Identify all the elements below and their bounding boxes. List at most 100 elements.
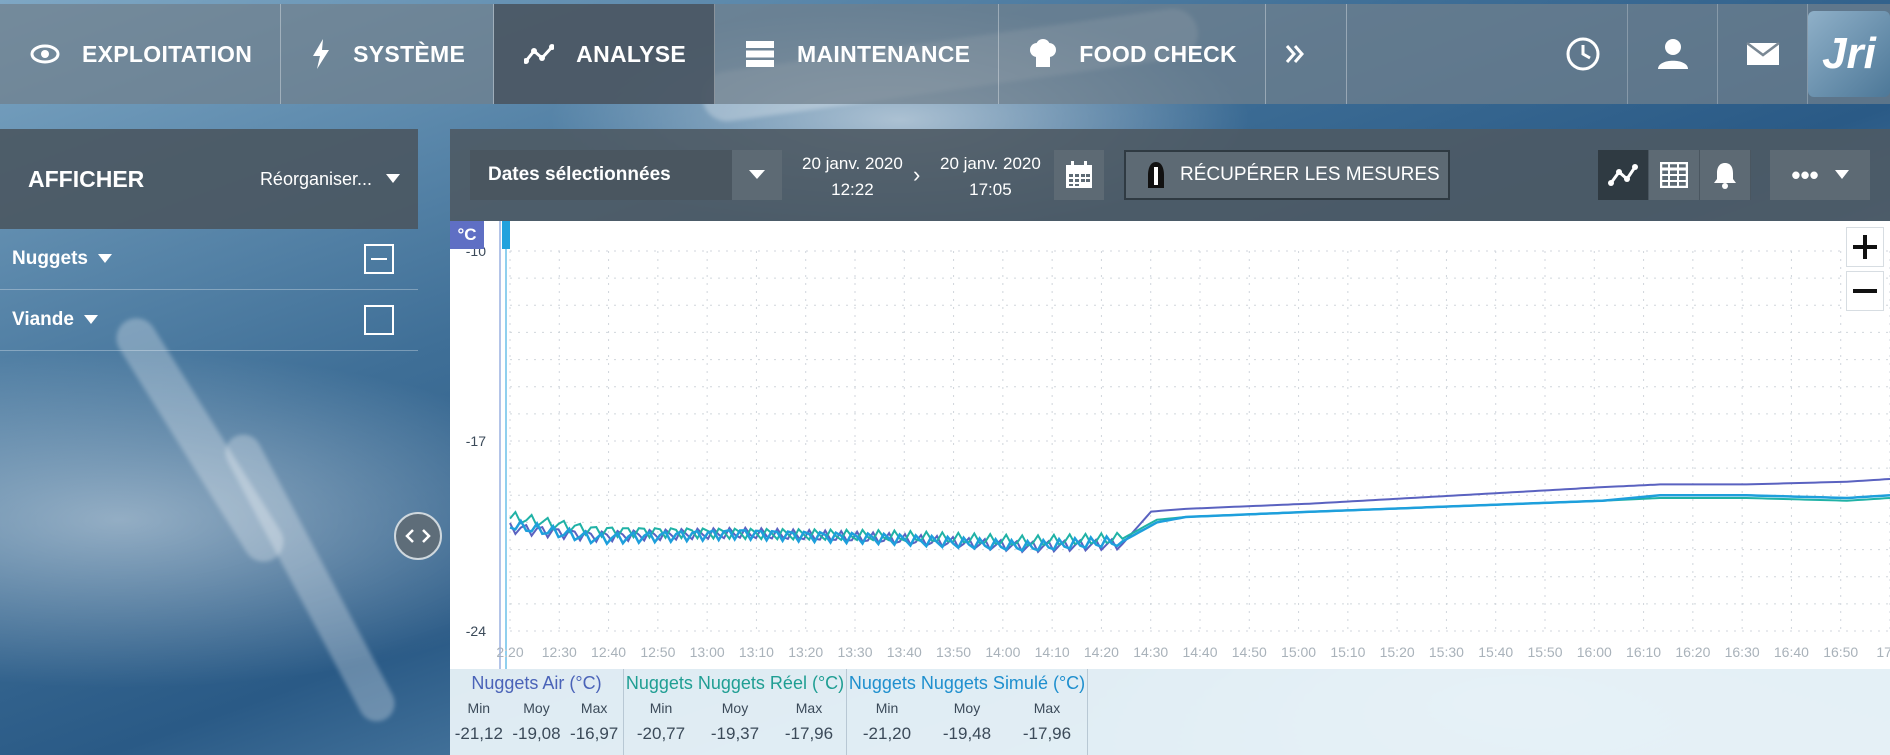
start-date[interactable]: 20 janv. 2020 12:22 [802,151,903,203]
max-value: -17,96 [784,724,834,743]
chart-canvas[interactable]: -10-17-242:20 12:30 12:40 12:50 13:00 13:10 13… [450,221,1890,669]
lightning-icon [313,39,330,69]
min-label: Min [875,700,899,716]
x-tick-label: 13:00 [690,644,725,660]
minus-icon [1853,289,1877,293]
sidebar-item-label: Nuggets [12,248,88,269]
x-tick-label: 14:20 [1084,644,1119,660]
sidebar-item-viande[interactable]: Viande [0,290,418,351]
analysis-toolbar: Dates sélectionnées 20 janv. 2020 12:22 … [450,129,1890,221]
x-tick-label: 14:50 [1232,644,1267,660]
reorganize-label: Réorganiser... [259,168,372,189]
line-chart-icon [524,44,555,64]
x-tick-label: 14:10 [1035,644,1070,660]
x-tick-label: 15:50 [1527,644,1562,660]
min-value: -21,12 [454,724,503,743]
x-tick-label: 12:30 [542,644,577,660]
date-range-caret[interactable] [732,150,782,200]
min-value: -21,20 [862,724,912,743]
x-tick-label: 15:10 [1330,644,1365,660]
stats-nuggets-reel[interactable]: Nuggets Nuggets Réel (°C) Min -20,77 Moy -… [624,669,847,755]
x-tick-label: 12:40 [591,644,626,660]
caret-down-icon [386,174,400,183]
more-options-button[interactable]: ••• [1770,150,1870,200]
tab-maintenance[interactable]: MAINTENANCE [715,4,1000,104]
y-axis-strip [450,221,494,669]
server-icon [746,41,775,67]
x-tick-label: 16:20 [1675,644,1710,660]
tab-label: SYSTÈME [353,40,466,67]
company-logo: Jri [1808,11,1890,97]
x-tick-label: 16:40 [1774,644,1809,660]
stats-title: Nuggets Nuggets Réel (°C) [625,673,845,693]
alarms-view-button[interactable] [1700,150,1751,200]
x-tick-label: 13:40 [887,644,922,660]
table-icon [1660,162,1688,188]
zoom-out-button[interactable] [1846,271,1884,311]
sidebar-item-label: Viande [12,309,74,330]
tab-food-check[interactable]: FOOD CHECK [999,4,1266,104]
stats-nuggets-air[interactable]: Nuggets Air (°C) Min -21,12 Moy -19,08 Max… [450,669,624,755]
series-line [509,494,1890,553]
min-label: Min [467,700,491,716]
max-label: Max [580,700,608,716]
unit-label: °C [450,221,484,249]
table-view-button[interactable] [1649,150,1700,200]
date-range-value: Dates sélectionnées [488,164,671,185]
avg-label: Moy [523,700,550,716]
max-value: -17,96 [1022,724,1072,743]
double-chevron-right-icon [1285,45,1304,63]
tab-analyse[interactable]: ANALYSE [494,4,716,104]
date-range-select[interactable]: Dates sélectionnées [470,150,782,200]
avg-label: Moy [953,700,981,716]
zoom-in-button[interactable] [1846,227,1884,267]
avg-value: -19,48 [942,724,992,743]
calendar-button[interactable] [1054,150,1104,200]
sidebar: AFFICHER Réorganiser... Nuggets Viande [0,129,418,755]
fetch-measures-button[interactable]: RÉCUPÉRER LES MESURES [1124,150,1450,200]
x-tick-label: 14:30 [1133,644,1168,660]
chart-view-button[interactable] [1598,150,1649,200]
history-button[interactable] [1538,4,1628,104]
series-statistics: Nuggets Air (°C) Min -21,12 Moy -19,08 Max… [450,669,1890,755]
series-line [509,478,1890,554]
sidebar-item-nuggets[interactable]: Nuggets [0,229,418,290]
user-button[interactable] [1628,4,1718,104]
min-value: -20,77 [636,724,686,743]
collapse-sidebar-button[interactable] [394,512,442,560]
tab-exploitation[interactable]: EXPLOITATION [0,4,282,104]
end-date[interactable]: 20 janv. 2020 17:05 [940,151,1041,203]
x-tick-label: 15:30 [1429,644,1464,660]
caret-down-icon[interactable] [98,254,112,264]
plus-icon [1853,235,1877,259]
bell-icon [1714,163,1736,189]
nuggets-checkbox[interactable] [364,244,394,274]
x-tick-label: 14:00 [985,644,1020,660]
tab-systeme[interactable]: SYSTÈME [281,4,495,104]
more-tabs-button[interactable] [1266,4,1347,104]
caret-down-icon[interactable] [83,315,98,325]
x-tick-label: 14:40 [1182,644,1217,660]
max-label: Max [1033,700,1061,716]
caret-down-icon [1834,170,1849,179]
clock-icon [1566,37,1599,71]
line-chart-icon [1608,164,1638,186]
user-icon [1657,39,1688,69]
fetch-measures-label: RÉCUPÉRER LES MESURES [1180,164,1440,185]
end-date-day: 20 janv. 2020 [940,154,1041,173]
eye-icon [30,44,60,64]
x-tick-label: 16:50 [1823,644,1858,660]
mail-icon [1745,42,1780,65]
stats-nuggets-simule[interactable]: Nuggets Nuggets Simulé (°C) Min -21,20 Mo… [847,669,1088,755]
chevrons-left-right-icon [405,529,431,543]
reorganize-dropdown[interactable]: Réorganiser... [260,169,400,190]
temperature-chart[interactable]: -10 -17 -24 2:20 12:30 12:40 12:50 13:00 13:10 13… [450,221,1890,669]
sidebar-header: AFFICHER Réorganiser... [0,129,418,229]
sensor-icon [1148,162,1164,188]
mail-button[interactable] [1718,4,1808,104]
viande-checkbox[interactable] [364,305,394,335]
top-navigation: EXPLOITATION SYSTÈME ANALYSE MAINTENANCE… [0,4,1890,104]
max-value: -16,97 [570,724,619,743]
x-tick-label: 2:20 [496,644,523,660]
y-tick-label: -24 [466,623,486,639]
